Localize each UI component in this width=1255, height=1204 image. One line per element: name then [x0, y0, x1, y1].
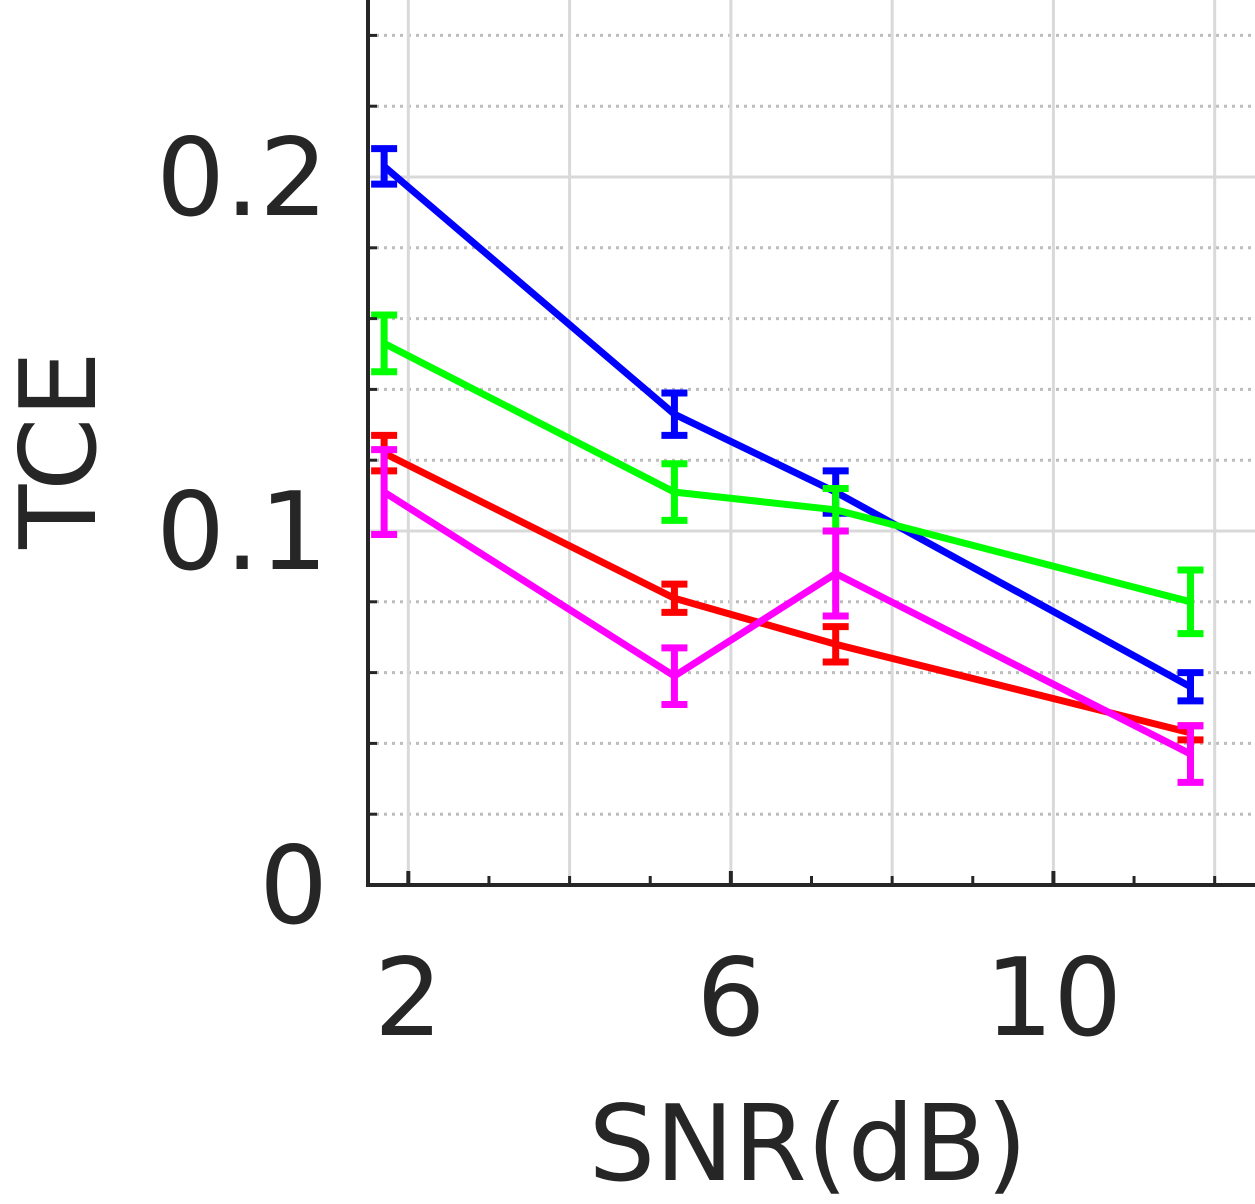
- y-tick-label: 0.2: [156, 116, 328, 241]
- series-3: [371, 446, 1204, 786]
- series-line: [381, 163, 1193, 690]
- series-line: [382, 340, 1192, 606]
- y-tick-label: 0: [259, 824, 328, 949]
- x-tick-label: 2: [374, 936, 443, 1061]
- x-axis-label: SNR(dB): [589, 1083, 1028, 1204]
- y-tick-label: 0.1: [156, 470, 328, 595]
- y-axis-label: TCE: [0, 351, 120, 550]
- series-line: [382, 489, 1193, 758]
- y-tick-labels: 0 0.1 0.2: [156, 116, 328, 949]
- axes-layer: [366, 0, 1255, 887]
- x-tick-label: 6: [697, 936, 766, 1061]
- x-tick-labels: 2 6 10: [374, 936, 1122, 1061]
- x-tick-label: 10: [985, 936, 1122, 1061]
- plot-area: [368, 0, 1255, 885]
- series-layer: [371, 145, 1204, 786]
